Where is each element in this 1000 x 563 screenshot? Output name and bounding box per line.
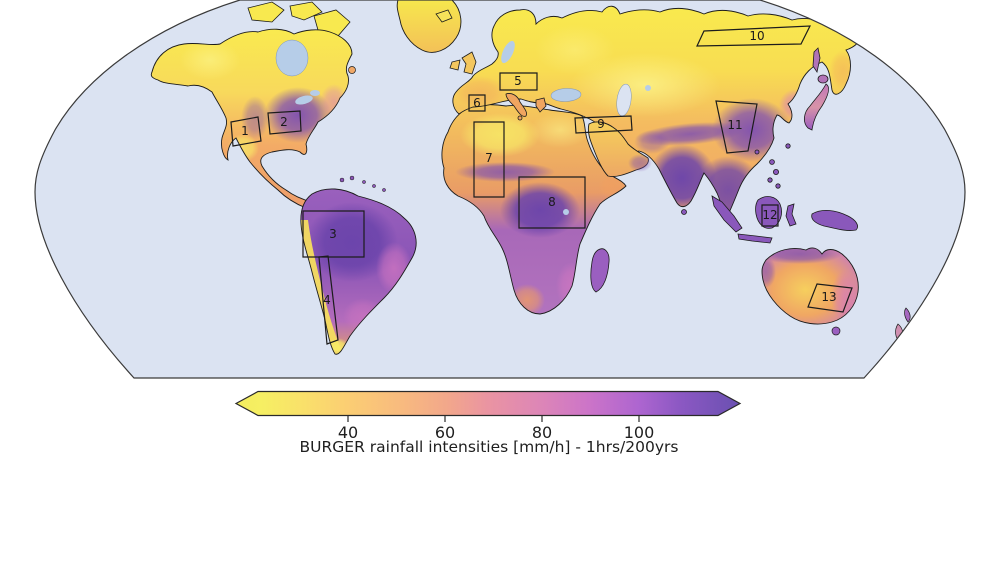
region-box-12 xyxy=(761,204,779,227)
colorbar-tick-label: 80 xyxy=(532,423,552,442)
colorbar: 40 60 80 100 BURGER rainfall intensities [m… xyxy=(234,390,742,456)
lake-victoria xyxy=(563,209,569,215)
black-sea xyxy=(550,88,582,102)
region-label-12: 12 xyxy=(762,208,777,222)
region-box-4 xyxy=(318,255,339,345)
arabian-peninsula xyxy=(587,121,652,178)
ireland xyxy=(449,59,461,71)
colorbar-tick-label: 100 xyxy=(624,423,655,442)
region-box-2 xyxy=(267,110,302,135)
baltic-sea xyxy=(501,40,515,64)
region-label-4: 4 xyxy=(323,293,331,307)
region-label-3: 3 xyxy=(329,227,337,241)
newfoundland xyxy=(348,66,356,74)
region-box-3 xyxy=(302,210,365,258)
continent-greenland xyxy=(247,0,462,53)
region-box-1 xyxy=(230,116,262,147)
region-box-9 xyxy=(574,115,633,134)
region-label-10: 10 xyxy=(749,29,764,43)
colorbar-tick-label: 40 xyxy=(338,423,358,442)
new-zealand-north xyxy=(904,307,911,323)
greece xyxy=(535,97,547,113)
sulawesi xyxy=(785,203,797,227)
hainan xyxy=(754,149,760,155)
great-lakes xyxy=(295,95,313,105)
region-box-7 xyxy=(473,121,505,198)
region-label-9: 9 xyxy=(597,117,605,131)
aral-sea xyxy=(645,85,651,91)
colorbar-ticks: 40 60 80 100 xyxy=(338,415,655,442)
region-label-2: 2 xyxy=(280,115,288,129)
region-label-7: 7 xyxy=(485,151,493,165)
region-label-11: 11 xyxy=(727,118,742,132)
great-britain xyxy=(461,51,477,75)
great-lakes-upper xyxy=(310,90,320,96)
europe-islands xyxy=(449,51,547,121)
region-label-1: 1 xyxy=(241,124,249,138)
region-box-8 xyxy=(518,176,586,229)
italy xyxy=(505,93,527,117)
madagascar xyxy=(590,248,610,293)
region-box-6 xyxy=(468,94,486,112)
region-label-6: 6 xyxy=(473,96,481,110)
taiwan xyxy=(785,143,791,149)
region-label-5: 5 xyxy=(514,74,522,88)
region-box-5 xyxy=(499,72,538,91)
colorbar-bar xyxy=(234,390,742,417)
hokkaido xyxy=(817,74,829,84)
sakhalin xyxy=(812,47,821,74)
region-box-10 xyxy=(696,25,811,47)
caribbean-islands xyxy=(339,175,386,192)
java xyxy=(737,233,773,244)
region-label-8: 8 xyxy=(548,195,556,209)
sumatra xyxy=(711,195,743,233)
region-label-13: 13 xyxy=(821,290,836,304)
east-asia-islands xyxy=(681,47,830,215)
region-box-11 xyxy=(715,100,758,154)
region-box-13 xyxy=(807,283,853,313)
sri-lanka xyxy=(681,209,687,215)
colorbar-caption: BURGER rainfall intensities [mm/h] - 1hr… xyxy=(300,438,679,456)
colorbar-tick-label: 60 xyxy=(435,423,455,442)
new-guinea xyxy=(811,210,858,231)
sicily xyxy=(517,115,523,121)
tasmania xyxy=(831,326,841,336)
hudson-bay xyxy=(275,39,309,77)
